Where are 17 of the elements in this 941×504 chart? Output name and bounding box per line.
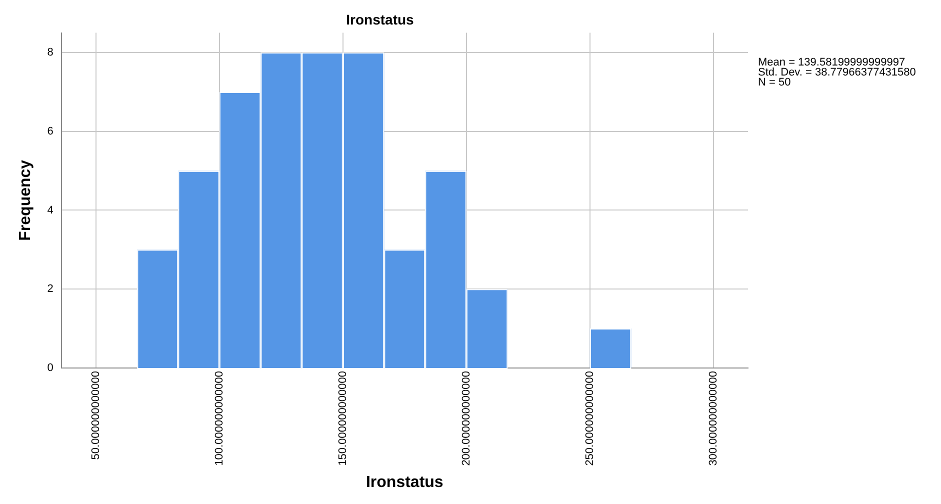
x-tick-label: 100.000000000000: [213, 370, 226, 466]
chart-title: Ironstatus: [346, 11, 414, 28]
text: Mean = 139.58199999999997: [758, 56, 906, 68]
x-tick-label: 200.000000000000: [460, 370, 472, 466]
text: Std. Dev. = 38.77966377431580: [758, 66, 916, 78]
y-tick-label: 6: [47, 125, 54, 138]
y-tick-label: 8: [47, 46, 54, 59]
y-tick-label: 2: [47, 283, 54, 296]
y-tick-label: 4: [47, 204, 54, 216]
x-tick-label: 300.000000000000: [707, 370, 720, 466]
x-tick-label: 250.000000000000: [584, 370, 596, 466]
y-tick-label: 0: [47, 362, 54, 374]
y-axis-title: Frequency: [17, 160, 34, 241]
text: N = 50: [758, 76, 791, 88]
x-axis-title: Ironstatus: [366, 474, 444, 491]
x-tick-label: 150.000000000000: [336, 370, 349, 466]
x-tick-label: 50.000000000000: [90, 370, 102, 460]
